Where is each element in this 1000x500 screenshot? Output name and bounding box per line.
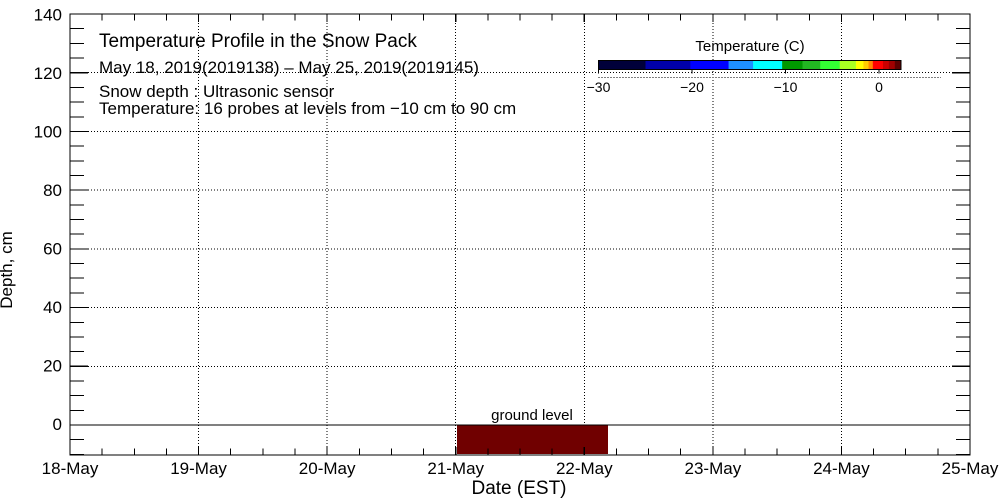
svg-text:−20: −20 [680, 79, 704, 95]
svg-text:140: 140 [34, 6, 62, 25]
svg-text:Depth, cm: Depth, cm [0, 231, 16, 308]
svg-text:Temperature (C): Temperature (C) [695, 38, 804, 55]
svg-text:18-May: 18-May [42, 459, 99, 478]
svg-text:21-May: 21-May [427, 459, 484, 478]
svg-text:24-May: 24-May [813, 459, 870, 478]
svg-text:Date (EST): Date (EST) [471, 478, 566, 499]
svg-text:20-May: 20-May [299, 459, 356, 478]
svg-text:−30: −30 [587, 79, 611, 95]
svg-text:22-May: 22-May [556, 459, 613, 478]
svg-text:19-May: 19-May [170, 459, 227, 478]
svg-text:40: 40 [43, 298, 62, 317]
svg-text:80: 80 [43, 181, 62, 200]
svg-text:Temperature Profile in the Sno: Temperature Profile in the Snow Pack [99, 31, 417, 52]
svg-text:23-May: 23-May [685, 459, 742, 478]
svg-text:−10: −10 [774, 79, 798, 95]
svg-text:100: 100 [34, 123, 62, 142]
svg-text:0: 0 [53, 415, 62, 434]
svg-text:May 18, 2019(2019138) – May 25: May 18, 2019(2019138) – May 25, 2019(201… [99, 58, 479, 77]
svg-text:ground level: ground level [491, 407, 573, 424]
svg-text:Temperature: 16 probes at leve: Temperature: 16 probes at levels from −1… [99, 99, 516, 118]
svg-text:0: 0 [875, 79, 883, 95]
svg-text:20: 20 [43, 357, 62, 376]
svg-text:25-May: 25-May [942, 459, 999, 478]
svg-text:120: 120 [34, 64, 62, 83]
svg-text:60: 60 [43, 240, 62, 259]
